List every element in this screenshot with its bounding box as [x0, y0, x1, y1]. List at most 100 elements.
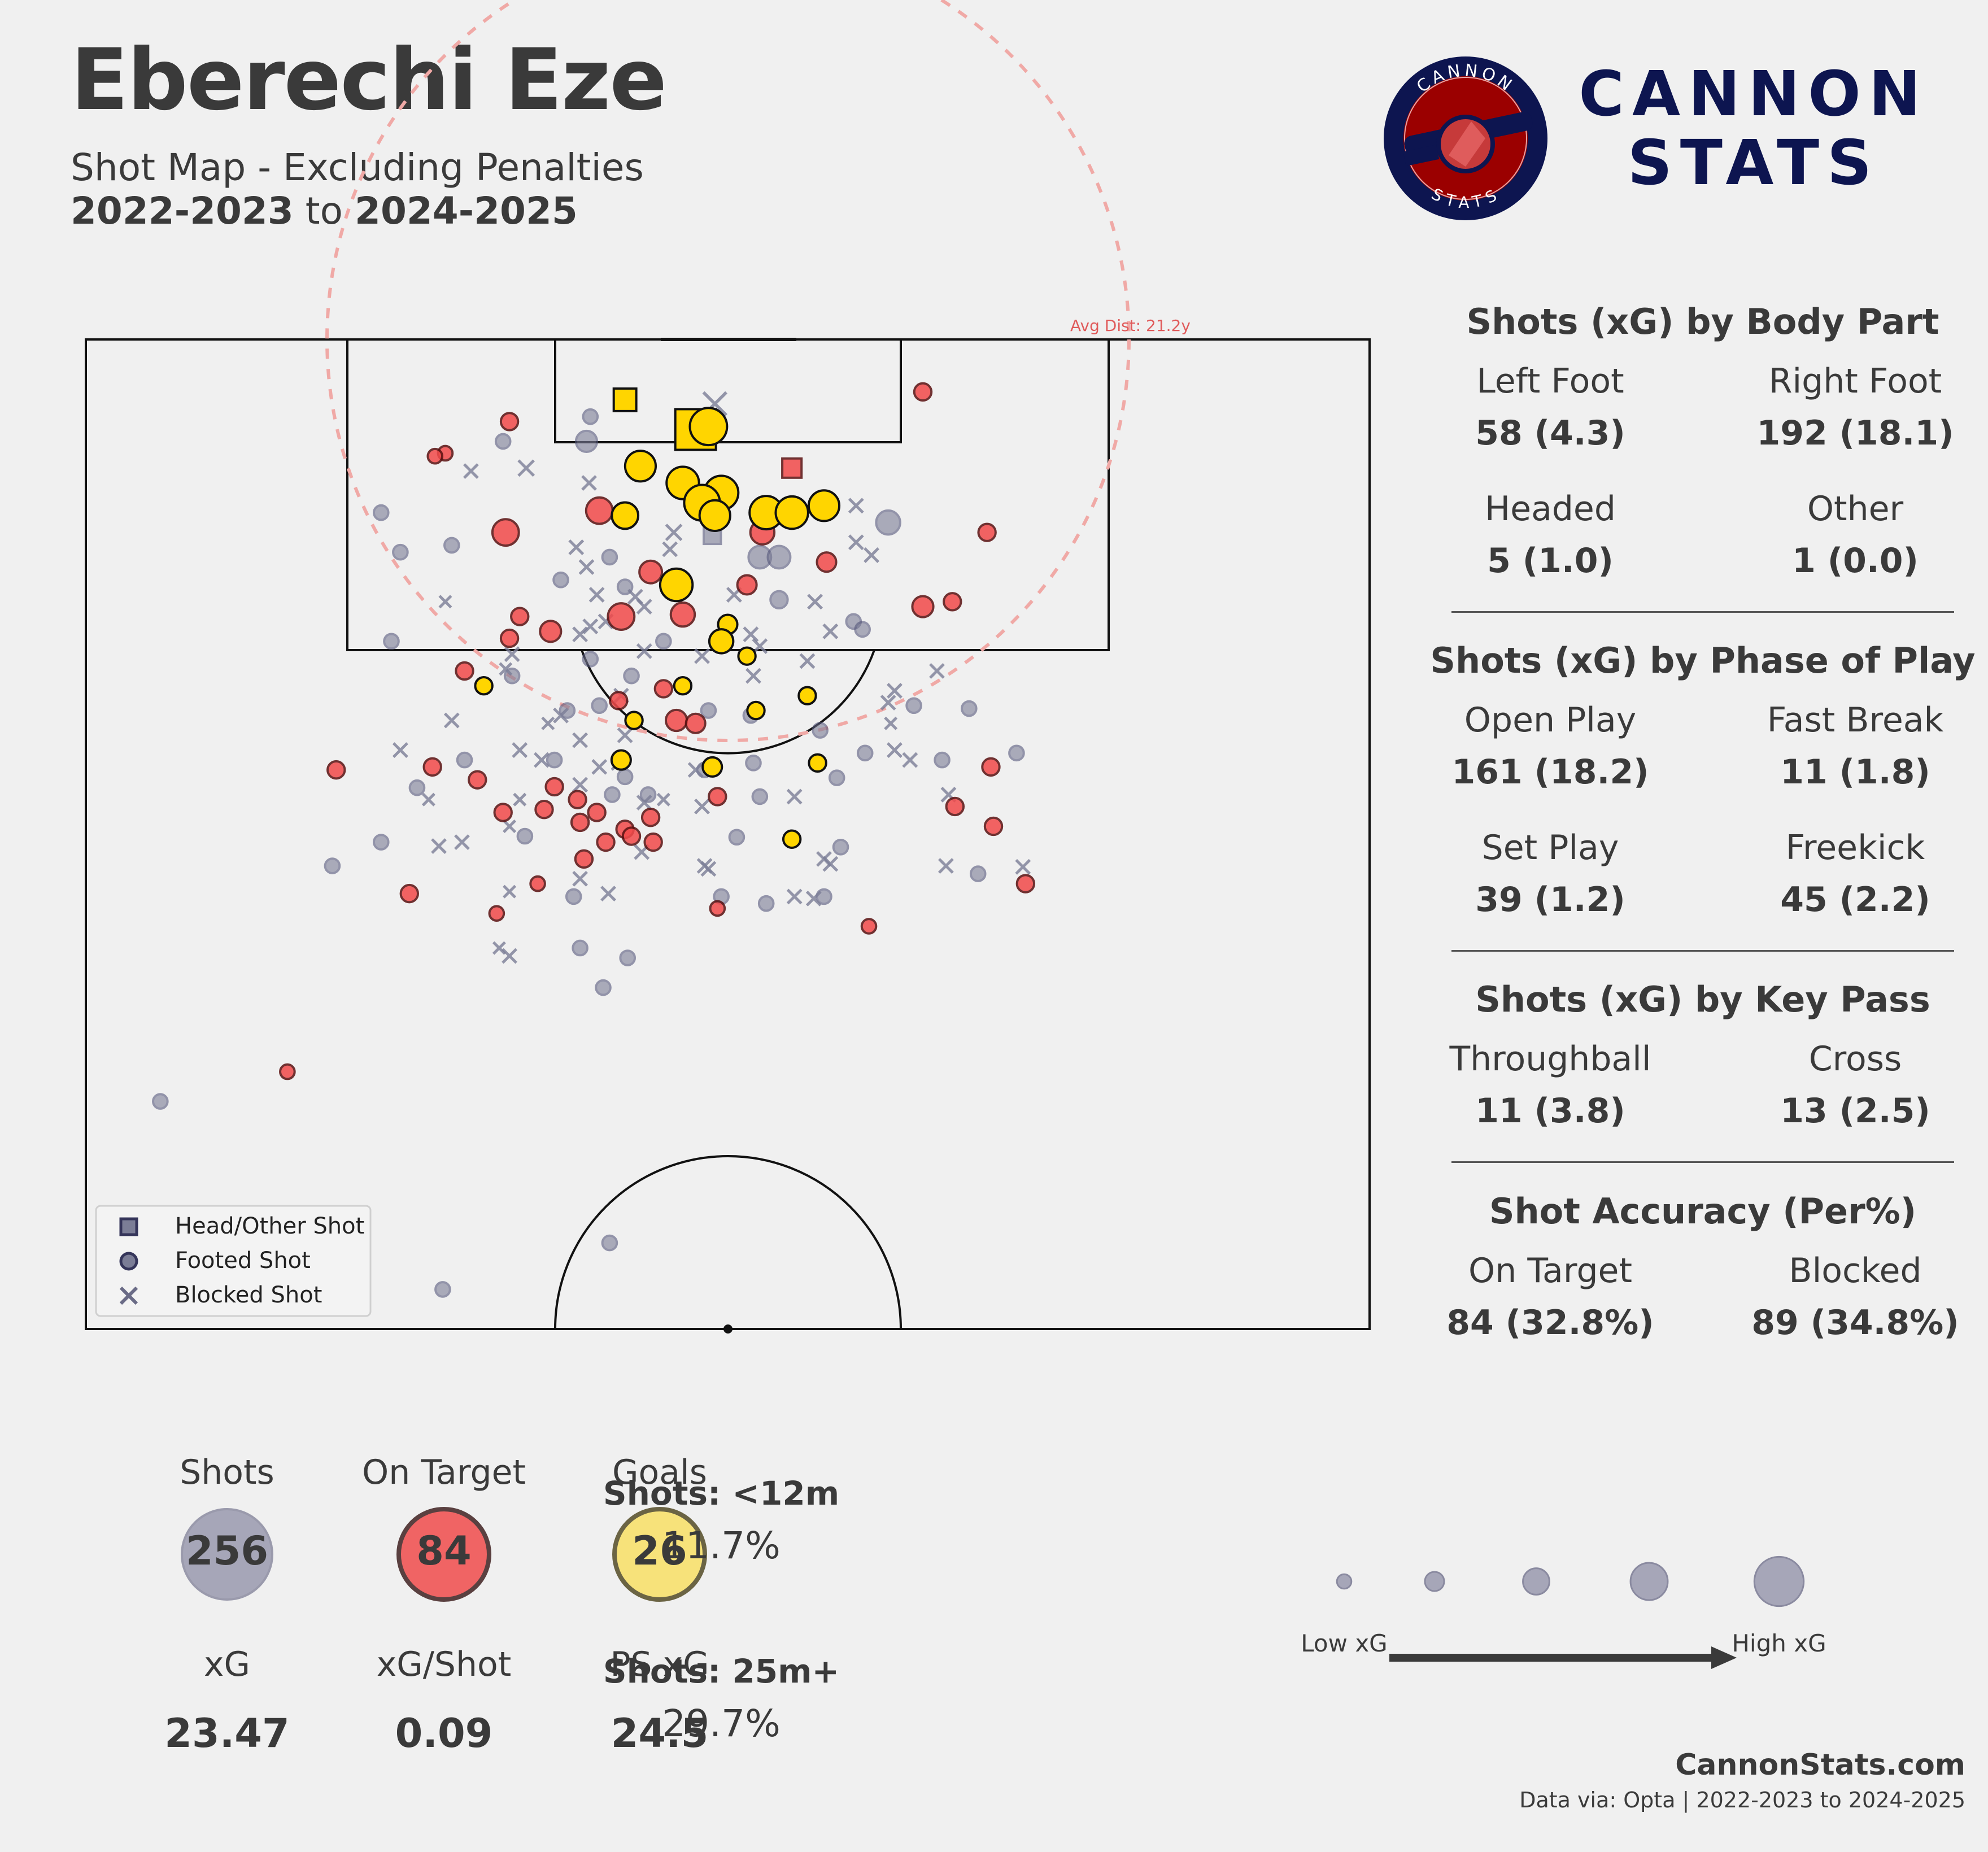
shot-blocked-50 [636, 795, 652, 810]
legend-foot: Footed Shot [175, 1248, 311, 1274]
shot-off-target-10 [443, 537, 460, 554]
shot-blocked-31 [887, 683, 903, 699]
shot-on-target-8 [977, 522, 997, 542]
phase-open-play: Open Play 161 (18.2) [1451, 700, 1649, 792]
shot-blocked-39 [392, 742, 408, 759]
shot-on-target-24 [468, 770, 487, 790]
shot-off-target-52 [619, 949, 636, 966]
phase-heading: Shots (xG) by Phase of Play [1430, 640, 1976, 681]
shot-on-target-34 [596, 832, 616, 852]
shot-off-target-15 [623, 667, 640, 685]
phase-freekick: Freekick 45 (2.2) [1780, 828, 1930, 920]
shot-off-target-1 [582, 408, 599, 425]
shots-value: 256 [185, 1528, 269, 1574]
size-scale-dot-3 [1629, 1562, 1669, 1601]
shot-goal-24 [782, 829, 802, 849]
shot-blocked-30 [553, 707, 569, 724]
centre-spot [723, 1324, 733, 1334]
size-scale-dot-4 [1753, 1555, 1805, 1607]
shot-on-target-6 [585, 496, 614, 525]
shot-on-target-22 [326, 760, 346, 780]
shot-blocked-63 [938, 858, 954, 874]
accuracy-blocked: Blocked 89 (34.8%) [1751, 1251, 1959, 1343]
divider [1451, 1161, 1954, 1163]
shot-blocked-17 [572, 626, 588, 643]
phase-set-play: Set Play 39 (1.2) [1475, 828, 1625, 920]
shot-blocked-55 [503, 819, 517, 833]
shot-goal-11 [807, 489, 841, 522]
shot-blocked-51 [694, 799, 710, 814]
shot-on-target-15 [499, 628, 520, 648]
shot-blocked-20 [636, 643, 652, 659]
shot-on-target-49 [455, 661, 474, 681]
xg-scale-high: High xG [1732, 1629, 1826, 1657]
shot-on-target-42 [399, 883, 419, 904]
shot-on-target-12 [607, 602, 636, 631]
far-shots-label: Shots: 25m+ [603, 1652, 840, 1690]
legend-square-icon [119, 1217, 138, 1236]
shot-blocked-65 [503, 884, 517, 899]
ps-xg-label: PS xG [610, 1645, 709, 1684]
shot-blocked-40 [512, 742, 528, 759]
shot-blocked-38 [572, 732, 588, 748]
legend-head: Head/Other Shot [175, 1213, 364, 1239]
shot-blocked-57 [454, 834, 470, 850]
size-scale-dot-2 [1522, 1567, 1550, 1596]
shot-on-target-36 [708, 787, 727, 807]
shot-off-target-37 [408, 779, 426, 796]
brand-line-2: STATS [1627, 127, 1880, 199]
shot-off-target-18 [854, 621, 871, 638]
shot-blocked-36 [541, 716, 555, 730]
shot-blocked-22 [752, 638, 768, 655]
goals-value: 26 [632, 1528, 687, 1574]
shot-off-target-32 [745, 755, 762, 772]
shot-on-target-18 [653, 679, 674, 699]
shot-goal-12 [659, 567, 694, 603]
shot-blocked-42 [591, 759, 608, 775]
pitch-legend: Head/Other Shot Footed Shot Blocked Shot [95, 1205, 372, 1317]
shot-on-target-40 [574, 849, 594, 869]
shot-off-target-11 [372, 504, 390, 521]
shot-blocked-67 [600, 886, 617, 902]
shot-blocked-49 [513, 792, 527, 807]
body-part-left-foot: Left Foot 58 (4.3) [1475, 361, 1625, 453]
key-pass-throughball: Throughball 11 (3.8) [1449, 1039, 1651, 1131]
shot-off-target-28 [456, 751, 473, 769]
shot-on-target-1 [499, 412, 520, 432]
shot-off-target-55 [601, 1234, 618, 1252]
shot-goal-19 [746, 700, 766, 721]
shot-on-target-46 [1015, 874, 1036, 894]
shot-off-target-30 [616, 768, 634, 786]
shot-off-target-3 [494, 433, 512, 450]
size-scale-dot-0 [1336, 1573, 1353, 1590]
body-part-other: Other 1 (0.0) [1792, 489, 1919, 581]
shot-blocked-47 [572, 777, 588, 793]
shot-blocked-32 [929, 663, 945, 679]
shot-off-target-16 [655, 633, 672, 650]
page-title: Eberechi Eze [71, 31, 667, 129]
close-shots-label: Shots: <12m [603, 1474, 840, 1513]
shot-off-target-25 [812, 722, 829, 739]
shot-on-target-21 [685, 712, 707, 734]
season-to-word: to [305, 189, 343, 233]
shot-off-target-45 [324, 857, 341, 874]
shot-blocked-23 [822, 623, 839, 639]
shot-blocked-56 [431, 838, 447, 854]
shot-off-target-9 [552, 571, 569, 589]
shot-goal-17 [673, 676, 693, 696]
shot-on-target-4 [913, 382, 933, 402]
shot-blocked-34 [884, 716, 898, 730]
shot-off-target-44 [832, 838, 849, 856]
shot-off-target-49 [757, 895, 775, 912]
shot-blocked-71 [502, 948, 518, 964]
close-shots-value: 11.7% [662, 1524, 781, 1567]
shot-blocked-6 [665, 524, 683, 542]
shot-on-target-47 [279, 1063, 296, 1080]
shot-on-target-39 [983, 816, 1004, 836]
shot-blocked-68 [786, 888, 803, 905]
shot-blocked-54 [656, 792, 670, 807]
shot-off-target-27 [961, 700, 978, 717]
shot-blocked-26 [694, 648, 710, 664]
shot-blocked-14 [438, 595, 452, 609]
shot-goal-3 [624, 450, 657, 483]
